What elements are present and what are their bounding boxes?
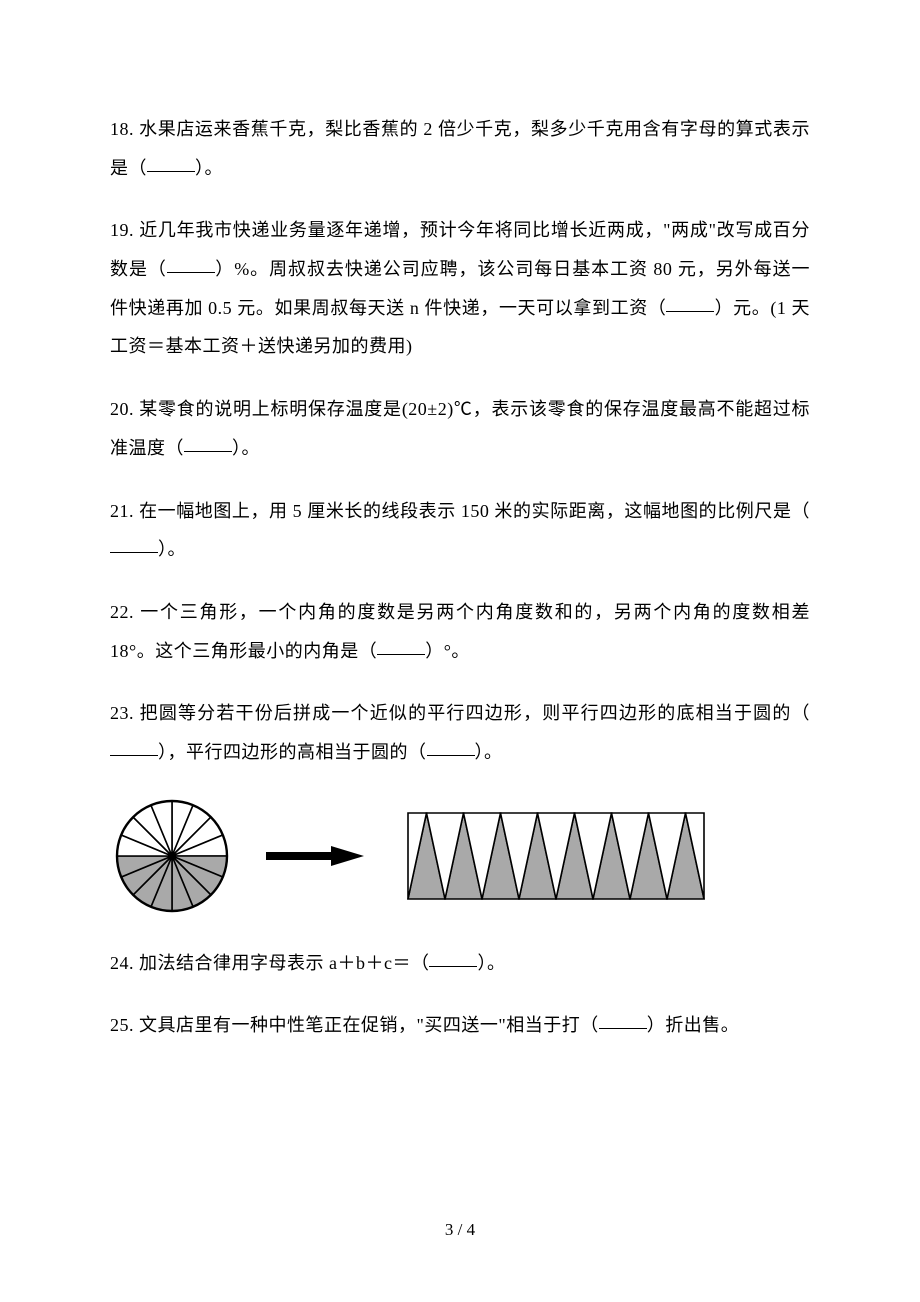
blank-field[interactable] bbox=[110, 737, 158, 756]
question-18: 18. 水果店运来香蕉千克，梨比香蕉的 2 倍少千克，梨多少千克用含有字母的算式… bbox=[110, 110, 810, 187]
question-text: 加法结合律用字母表示 a＋b＋c＝（ bbox=[139, 953, 429, 973]
question-text: 在一幅地图上，用 5 厘米长的线段表示 150 米的实际距离，这幅地图的比例尺是… bbox=[139, 501, 810, 521]
question-number: 20. bbox=[110, 399, 134, 419]
blank-field[interactable] bbox=[147, 153, 195, 172]
question-23: 23. 把圆等分若干份后拼成一个近似的平行四边形，则平行四边形的底相当于圆的（ ）… bbox=[110, 694, 810, 771]
page-number: 3 / 4 bbox=[0, 1220, 920, 1240]
question-number: 19. bbox=[110, 220, 134, 240]
question-21: 21. 在一幅地图上，用 5 厘米长的线段表示 150 米的实际距离，这幅地图的… bbox=[110, 492, 810, 569]
blank-field[interactable] bbox=[599, 1010, 647, 1029]
blank-field[interactable] bbox=[666, 293, 714, 312]
question-text: ）。 bbox=[477, 953, 505, 973]
question-19: 19. 近几年我市快递业务量逐年递增，预计今年将同比增长近两成，"两成"改写成百… bbox=[110, 211, 810, 366]
arrow-right-icon bbox=[264, 838, 374, 874]
question-number: 23. bbox=[110, 703, 134, 723]
circle-sectors-icon bbox=[112, 796, 232, 916]
question-22: 22. 一个三角形，一个内角的度数是另两个内角度数和的，另两个内角的度数相差 1… bbox=[110, 593, 810, 670]
question-text: ）。 bbox=[475, 742, 503, 762]
question-20: 20. 某零食的说明上标明保存温度是(20±2)℃，表示该零食的保存温度最高不能… bbox=[110, 390, 810, 467]
blank-field[interactable] bbox=[429, 948, 477, 967]
question-number: 25. bbox=[110, 1015, 134, 1035]
blank-field[interactable] bbox=[167, 254, 215, 273]
question-text: ）。 bbox=[158, 539, 186, 559]
question-text: 把圆等分若干份后拼成一个近似的平行四边形，则平行四边形的底相当于圆的（ bbox=[140, 703, 810, 723]
question-25: 25. 文具店里有一种中性笔正在促销，"买四送一"相当于打（ ）折出售。 bbox=[110, 1006, 810, 1045]
question-text: ）°。 bbox=[425, 641, 470, 661]
parallelogram-triangles-icon bbox=[406, 810, 706, 902]
question-number: 22. bbox=[110, 602, 134, 622]
question-text: ）折出售。 bbox=[647, 1015, 740, 1035]
blank-field[interactable] bbox=[427, 737, 475, 756]
blank-field[interactable] bbox=[184, 433, 232, 452]
question-text: 文具店里有一种中性笔正在促销，"买四送一"相当于打（ bbox=[139, 1015, 599, 1035]
question-number: 24. bbox=[110, 953, 134, 973]
blank-field[interactable] bbox=[377, 636, 425, 655]
question-text: ）。 bbox=[232, 438, 260, 458]
question-24: 24. 加法结合律用字母表示 a＋b＋c＝（ ）。 bbox=[110, 944, 810, 983]
question-number: 18. bbox=[110, 119, 134, 139]
question-text: ）。 bbox=[195, 158, 223, 178]
figure-circle-to-parallelogram bbox=[110, 796, 810, 916]
question-text: ），平行四边形的高相当于圆的（ bbox=[158, 742, 427, 762]
question-number: 21. bbox=[110, 501, 134, 521]
blank-field[interactable] bbox=[110, 534, 158, 553]
